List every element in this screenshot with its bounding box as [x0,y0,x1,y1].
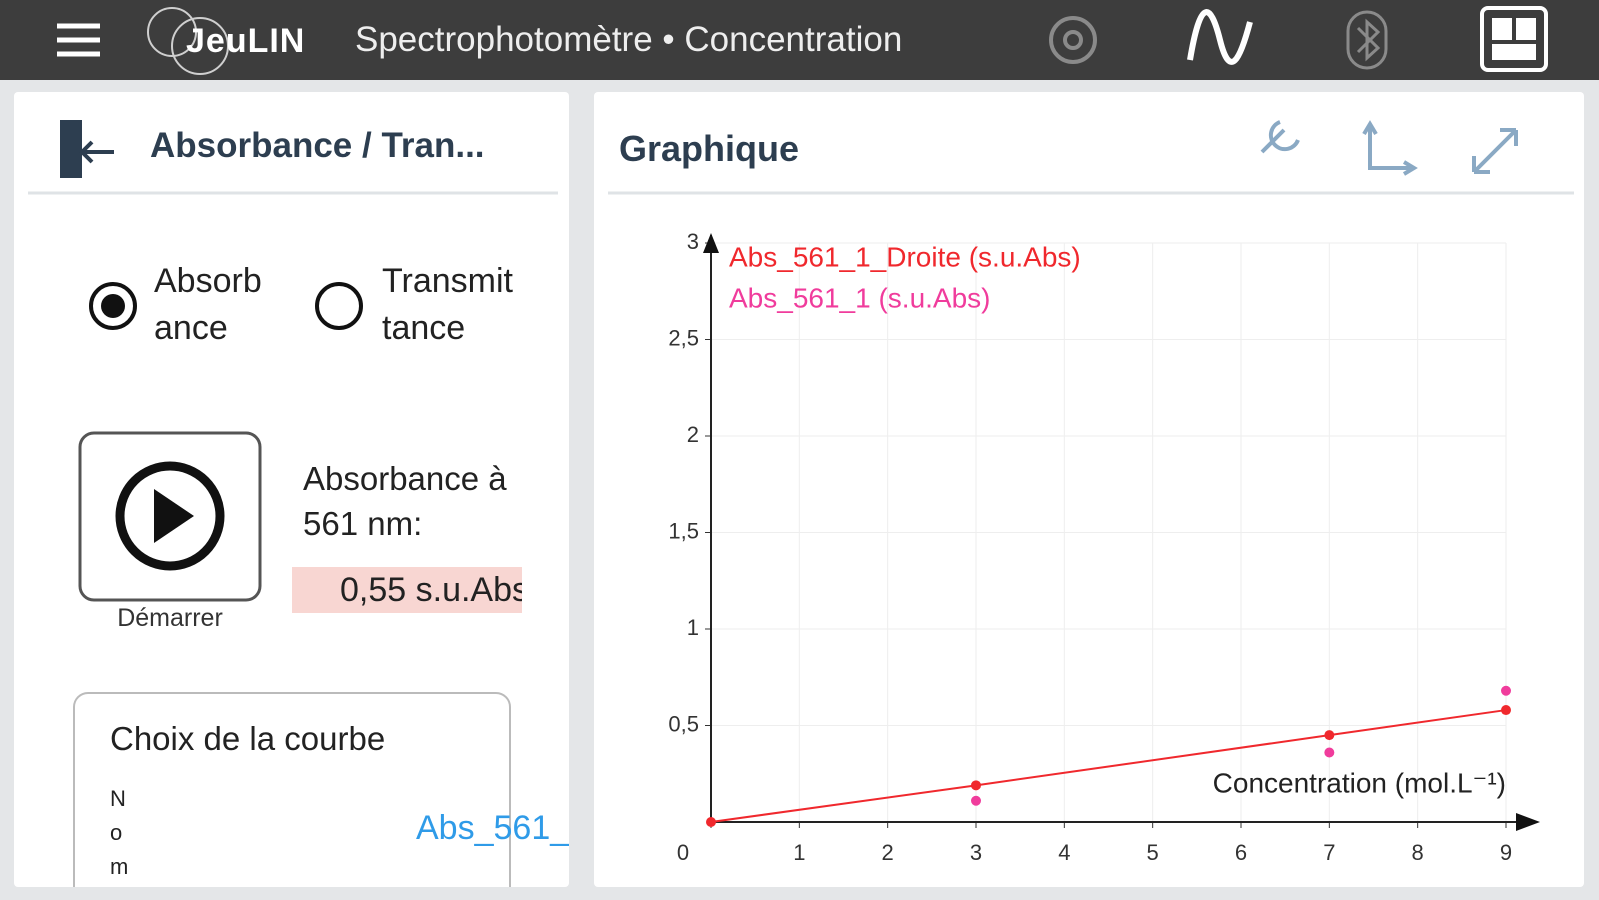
reading-label: Absorbance à 561 nm: [303,460,507,542]
y-axis-arrow [703,233,719,253]
x-tick-label: 4 [1058,840,1070,865]
chart: 0,5 1 1,5 2 2,5 3 0 1 2 3 4 5 6 7 8 9 Concentration (mol… [668,229,1540,865]
start-label: Démarrer [117,604,223,632]
data-point [1324,747,1335,758]
wave-button[interactable] [1187,9,1253,65]
y-tick-label: 1 [687,615,699,640]
x-tick-label: 1 [793,840,805,865]
data-point [971,780,981,791]
data-point [1324,730,1335,741]
y-tick-label: 2,5 [668,325,699,350]
left-panel-graphics [28,120,558,887]
menu-button[interactable] [57,23,100,57]
axes-tool[interactable] [1362,120,1418,176]
x-tick-label: 9 [1500,840,1512,865]
radio-absorbance[interactable] [89,282,137,330]
settings-button[interactable] [1049,16,1097,64]
reading-value: 0,55 s.u.Abs [340,571,522,609]
y-tick-label: 2 [687,422,699,447]
x-tick-label: 8 [1412,840,1424,865]
data-point [1501,705,1511,716]
bluetooth-button[interactable] [1346,10,1388,70]
data-point [1501,685,1511,696]
x-axis-arrow [1516,813,1540,831]
right-panel: Graphique [594,92,1584,887]
expand-tool[interactable] [1472,128,1518,174]
exit-button[interactable] [60,120,114,178]
x-tick-label: 3 [970,840,982,865]
logo: JeuLIN [186,22,306,60]
y-tick-label: 0,5 [668,711,699,736]
field-label: Nom [110,786,129,879]
legend-entry: Abs_561_1 (s.u.Abs) [729,282,991,313]
right-panel-header [608,120,1574,195]
app-title: Spectrophotomètre • Concentration [355,20,903,59]
curve-card [73,692,511,887]
radio-transmittance[interactable] [315,282,363,330]
card-title: Choix de la courbe [110,720,386,757]
option-label[interactable]: Absorbance [154,262,262,347]
x-tick-label: 2 [882,840,894,865]
option-label[interactable]: Transmittance [382,262,513,347]
x-tick-label: 0 [677,840,689,865]
settings-tool[interactable] [1260,120,1300,154]
header: JeuLIN Spectrophotomètre • Concentration [0,0,1599,80]
reading-box [292,567,522,613]
data-point [971,795,981,806]
panel-title: Graphique [619,128,800,169]
legend-entry: Abs_561_1_Droite (s.u.Abs) [729,241,1081,272]
start-button[interactable] [78,431,262,602]
y-tick-label: 3 [687,229,699,254]
logo-mark [147,7,229,75]
left-panel: Absorbance / Tran... Absorbance Transmit… [14,92,569,887]
x-axis-label: Concentration (mol.L⁻¹) [1213,767,1506,798]
header-icons [57,6,1548,75]
series-line [710,709,1507,823]
data-point [706,817,716,827]
field-value[interactable]: Abs_561_1 [416,809,569,847]
x-tick-label: 6 [1235,840,1247,865]
panel-title: Absorbance / Tran... [150,126,485,165]
y-tick-label: 1,5 [668,518,699,543]
x-tick-label: 7 [1323,840,1335,865]
x-tick-label: 5 [1147,840,1159,865]
layout-button[interactable] [1480,6,1548,72]
